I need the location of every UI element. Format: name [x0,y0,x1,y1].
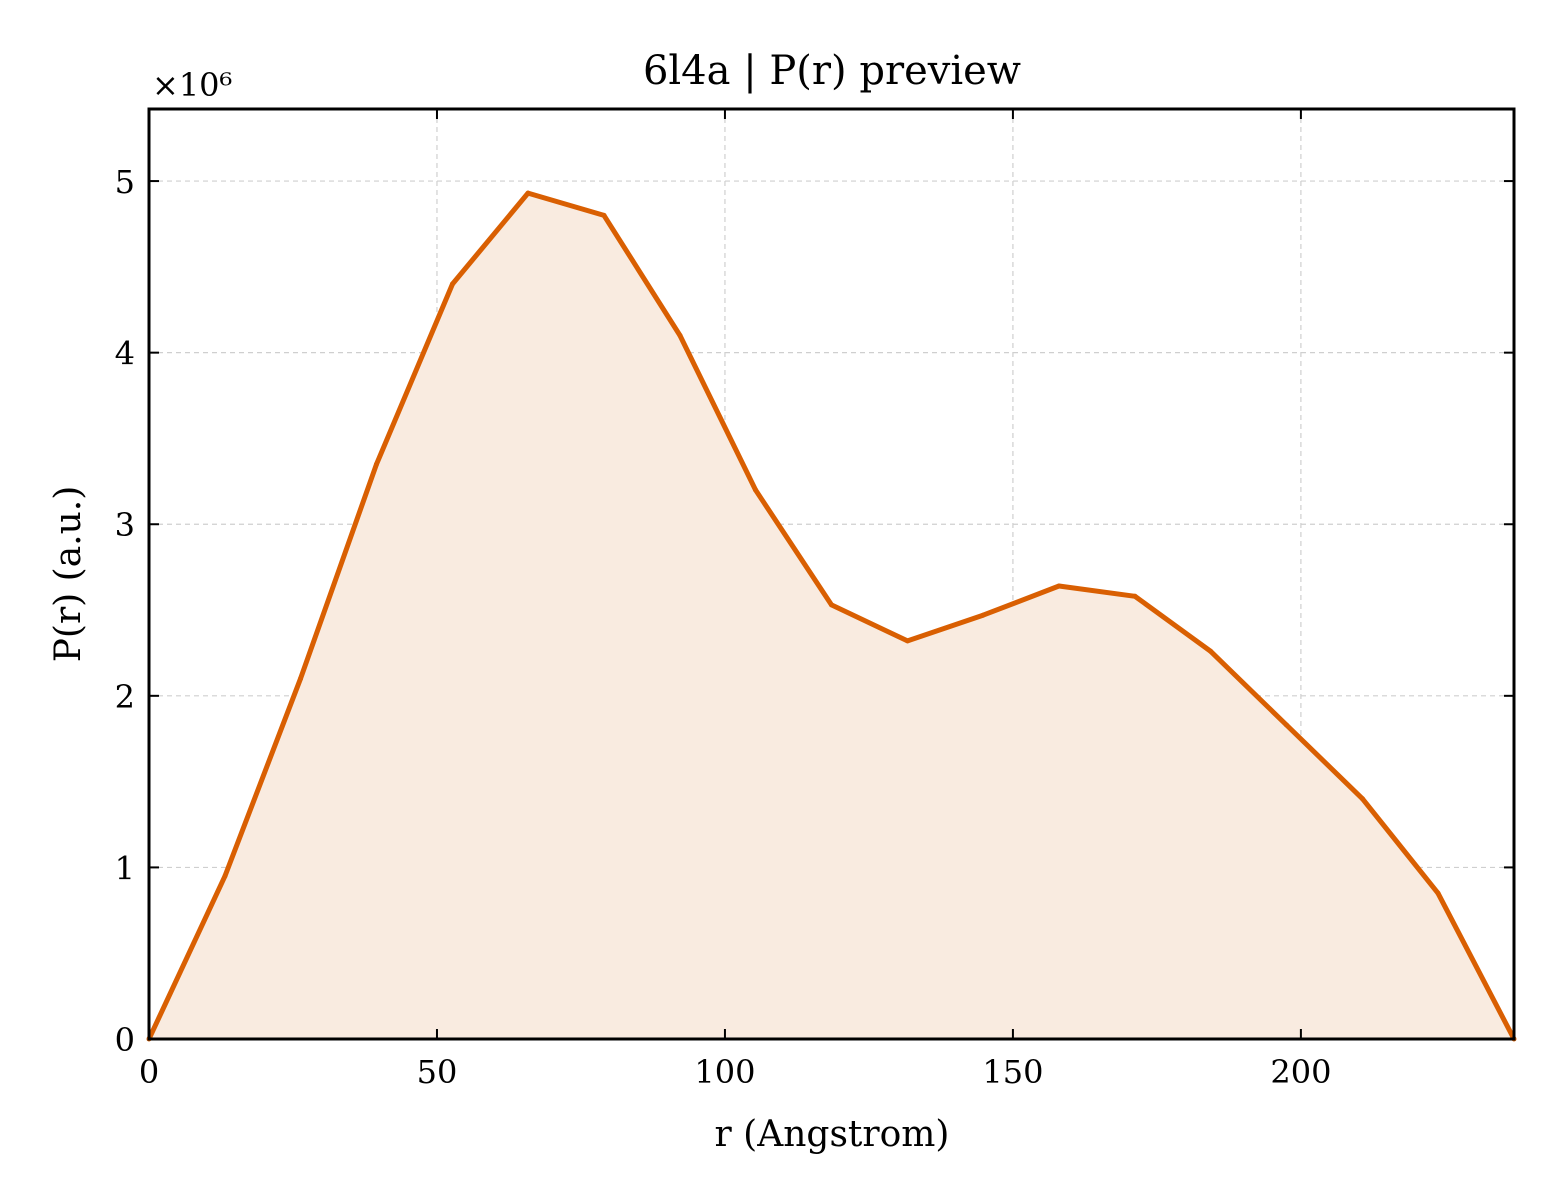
y-offset-label: ×10⁶ [152,66,232,104]
y-tick-label: 1 [115,849,135,887]
pr-data-point [601,212,607,218]
pr-data-point [1435,890,1441,896]
pr-data-point [298,676,303,682]
pr-data-point [829,602,834,608]
pr-data-point [222,873,228,879]
y-tick-label: 5 [115,163,135,201]
ticks: 0 50 100 150 200 0 1 2 3 4 5 [115,109,1517,1091]
pr-data-point [905,638,910,644]
pr-data-point [374,461,379,467]
y-tick-label: 0 [115,1021,135,1059]
x-tick-label: 50 [417,1053,458,1091]
pr-data-point [1056,583,1062,589]
x-tick-label: 100 [694,1053,755,1091]
y-tick-label: 2 [115,678,135,716]
pr-data-point [525,190,531,196]
x-tick-label: 150 [982,1053,1043,1091]
x-tick-label: 0 [139,1053,159,1091]
pr-data-point [1284,722,1289,728]
pr-data-point [753,487,758,493]
pr-data-point [677,333,683,338]
area-fill [149,193,1514,1040]
y-tick-label: 4 [115,335,135,373]
x-tick-label: 200 [1270,1053,1331,1091]
pr-data-point [1208,648,1213,654]
chart-title: 6l4a | P(r) preview [643,48,1021,94]
pr-data-point [1132,593,1138,599]
x-axis-label: r (Angstrom) [715,1114,950,1155]
pr-data-point [1360,796,1365,802]
y-axis-label: P(r) (a.u.) [48,486,89,663]
pr-data-point [450,281,455,287]
pr-data-point [980,612,986,618]
y-tick-label: 3 [115,506,135,544]
plot-frame [147,107,1516,1041]
